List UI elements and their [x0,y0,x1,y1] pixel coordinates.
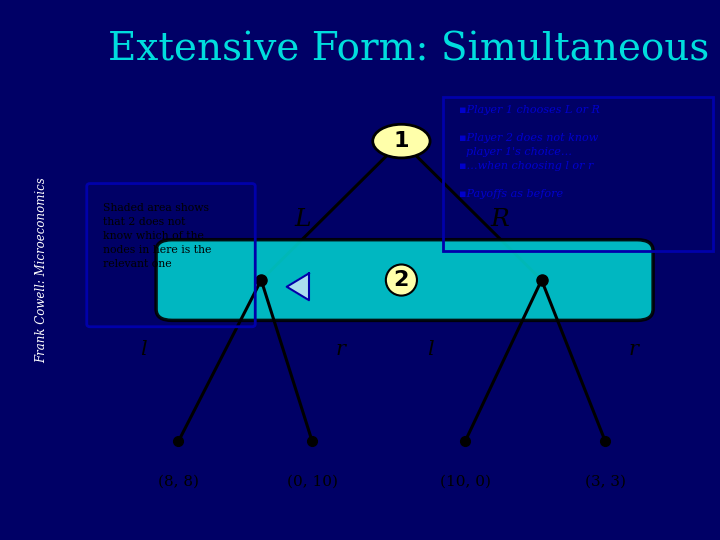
Text: R: R [491,208,510,231]
FancyBboxPatch shape [156,240,653,320]
Text: Extensive Form: Simultaneous: Extensive Form: Simultaneous [108,32,709,69]
Text: (0, 10): (0, 10) [287,475,338,489]
Text: ▪Player 1 chooses L or R

▪Player 2 does not know
  player 1's choice…
▪…when ch: ▪Player 1 chooses L or R ▪Player 2 does … [459,105,600,199]
Text: (8, 8): (8, 8) [158,475,199,489]
Text: l: l [427,340,433,359]
Text: r: r [629,340,639,359]
Polygon shape [287,273,309,300]
Text: r: r [336,340,346,359]
Text: Shaded area shows
that 2 does not
know which of the
nodes in here is the
relevan: Shaded area shows that 2 does not know w… [103,203,212,269]
Text: l: l [140,340,147,359]
Text: L: L [294,208,311,231]
Text: (10, 0): (10, 0) [440,475,490,489]
Text: Frank Cowell: Microeconomics: Frank Cowell: Microeconomics [35,177,48,363]
Text: 2: 2 [394,270,409,290]
Ellipse shape [373,124,430,158]
Text: 1: 1 [394,131,409,151]
Text: (3, 3): (3, 3) [585,475,626,489]
